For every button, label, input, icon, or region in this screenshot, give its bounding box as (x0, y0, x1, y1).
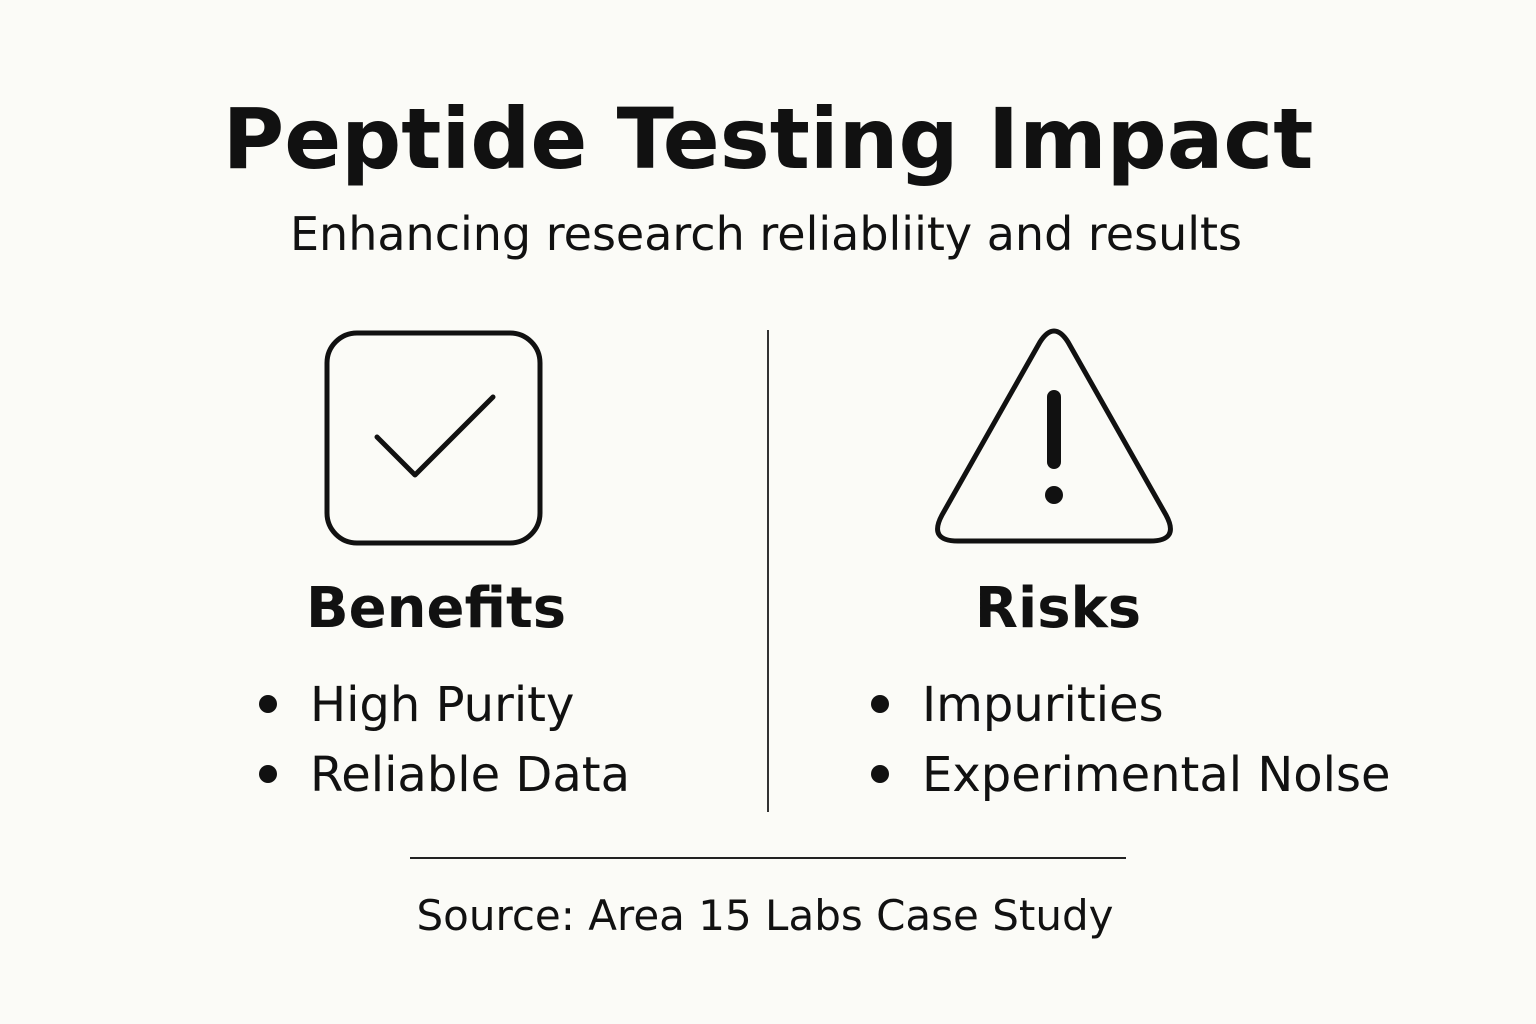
bullet (871, 695, 889, 713)
title: Peptide Testing Impact (223, 90, 1314, 188)
list-item: Impurities (922, 677, 1164, 733)
list-item: Reliable Data (310, 747, 630, 803)
list-item: High Purity (310, 677, 574, 733)
subtitle: Enhancing research reliabliity and resul… (290, 207, 1242, 261)
column-heading: Risks (975, 576, 1141, 641)
list-item: Experimental Nolse (922, 747, 1391, 803)
column-heading: Benefits (306, 576, 566, 641)
warning-dot-icon (1045, 486, 1063, 504)
check-box-icon (324, 330, 543, 546)
bullet (259, 765, 277, 783)
bullet (259, 695, 277, 713)
source: Source: Area 15 Labs Case Study (417, 891, 1114, 940)
check-mark-icon (374, 394, 496, 478)
bullet (871, 765, 889, 783)
warning-triangle-icon (935, 328, 1173, 544)
